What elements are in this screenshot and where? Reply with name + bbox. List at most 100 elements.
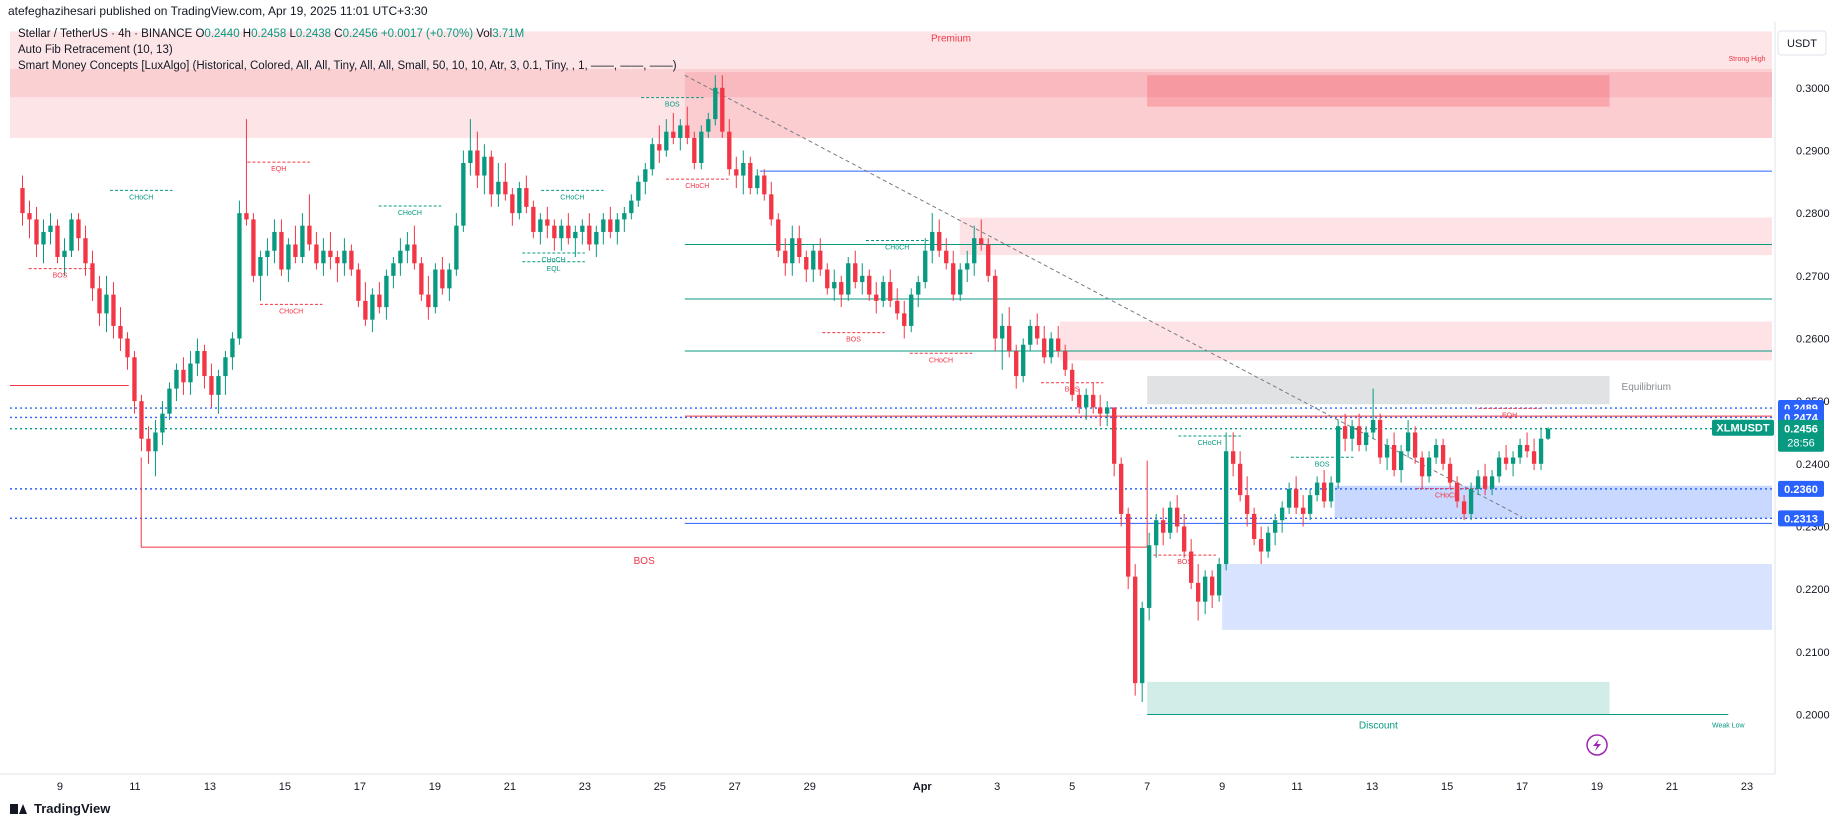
price-tag-value: 0.2313 bbox=[1784, 513, 1818, 525]
candle-body bbox=[797, 238, 802, 257]
structure-label: CHoCH bbox=[685, 183, 709, 190]
candle bbox=[1419, 451, 1425, 489]
time-tick-label: 19 bbox=[429, 781, 441, 793]
currency-box bbox=[1777, 30, 1827, 56]
candle bbox=[265, 238, 270, 276]
candle bbox=[951, 250, 956, 301]
candle bbox=[650, 137, 655, 176]
time-tick-label: 17 bbox=[1516, 781, 1528, 793]
candle bbox=[216, 369, 221, 414]
candle-body bbox=[1021, 344, 1026, 377]
candle-body bbox=[97, 288, 102, 314]
candle-body bbox=[1140, 607, 1145, 684]
tradingview-logo[interactable]: TradingView bbox=[10, 797, 110, 821]
structure-label: EQL bbox=[547, 266, 561, 273]
candle-body bbox=[860, 275, 865, 283]
candle bbox=[1084, 388, 1089, 420]
candle bbox=[118, 307, 123, 351]
candle bbox=[1384, 438, 1390, 471]
candle bbox=[580, 219, 585, 245]
price-tick-label: 0.2800 bbox=[1796, 208, 1830, 220]
candle bbox=[1447, 457, 1453, 489]
candle-body bbox=[300, 225, 305, 257]
candle-body bbox=[846, 263, 851, 295]
candle-body bbox=[489, 156, 494, 195]
candle-body bbox=[118, 325, 123, 339]
candle bbox=[48, 213, 53, 245]
candle bbox=[1300, 495, 1306, 527]
candle-body bbox=[986, 244, 991, 276]
candle bbox=[27, 200, 32, 239]
structure-layer bbox=[28, 74, 1541, 556]
candle-body bbox=[1538, 438, 1544, 464]
candle bbox=[258, 250, 263, 301]
candle bbox=[790, 225, 795, 276]
candle-body bbox=[1168, 507, 1173, 533]
candle bbox=[209, 363, 214, 408]
candle-body bbox=[356, 269, 361, 301]
candle-body bbox=[1503, 457, 1509, 464]
candle bbox=[181, 357, 186, 395]
candle-body bbox=[1174, 507, 1180, 527]
candle-body bbox=[692, 137, 697, 163]
candle-body bbox=[342, 250, 347, 264]
zone-demand-light bbox=[1222, 564, 1772, 630]
price-chart[interactable]: Premium Equilibrium Discount Strong High Wea… bbox=[0, 22, 1835, 799]
candle bbox=[909, 288, 914, 333]
candle-body bbox=[559, 225, 564, 239]
zone-premium-strong bbox=[10, 69, 1772, 98]
candle bbox=[1140, 601, 1145, 702]
candle-body bbox=[1496, 457, 1502, 477]
candle-body bbox=[944, 250, 949, 264]
candle bbox=[622, 206, 627, 232]
candle bbox=[874, 282, 879, 314]
zone-label-equilibrium: Equilibrium bbox=[1622, 382, 1671, 393]
candle-body bbox=[76, 219, 81, 239]
candle bbox=[342, 238, 347, 276]
candle bbox=[300, 213, 305, 264]
candle-body bbox=[20, 188, 25, 214]
candle-body bbox=[1342, 426, 1348, 439]
candle bbox=[202, 344, 207, 389]
time-tick-label: 13 bbox=[204, 781, 216, 793]
candle-body bbox=[1419, 457, 1425, 477]
candle bbox=[615, 213, 620, 245]
candle bbox=[1391, 432, 1397, 477]
candle bbox=[958, 263, 963, 301]
candle bbox=[412, 225, 417, 270]
candle-body bbox=[937, 231, 942, 251]
time-tick-label: 23 bbox=[1741, 781, 1753, 793]
candle-body bbox=[1035, 325, 1040, 339]
zone-ob-bear-inner bbox=[1147, 75, 1610, 107]
candle bbox=[713, 75, 718, 126]
candle bbox=[76, 213, 81, 251]
candle-body bbox=[349, 250, 354, 270]
candle-body bbox=[398, 250, 403, 264]
candle-body bbox=[1014, 351, 1019, 377]
candle bbox=[1279, 501, 1285, 533]
candle bbox=[818, 238, 823, 276]
legend-line: Stellar / TetherUS · 4h · BINANCE O0.244… bbox=[18, 28, 524, 40]
candle-body bbox=[1440, 445, 1446, 464]
candle-body bbox=[790, 238, 795, 264]
candle-body bbox=[1195, 582, 1201, 602]
candle bbox=[923, 238, 928, 289]
chart-area[interactable]: Premium Equilibrium Discount Strong High Wea… bbox=[0, 22, 1835, 799]
candle bbox=[335, 250, 340, 283]
time-tick-label: 19 bbox=[1591, 781, 1603, 793]
candle bbox=[1545, 427, 1551, 440]
price-tick-label: 0.2200 bbox=[1796, 584, 1830, 596]
candle bbox=[153, 419, 158, 477]
candle bbox=[1251, 507, 1257, 546]
candle bbox=[531, 200, 536, 239]
candle bbox=[307, 194, 312, 251]
candle bbox=[1035, 313, 1040, 345]
candle-body bbox=[958, 269, 963, 295]
candle-body bbox=[1091, 394, 1096, 408]
candle bbox=[237, 200, 242, 345]
candle bbox=[1195, 564, 1201, 621]
price-tick-label: 0.2100 bbox=[1796, 647, 1830, 659]
candle bbox=[1049, 332, 1054, 364]
candle bbox=[1216, 557, 1222, 602]
candle-body bbox=[454, 225, 459, 270]
